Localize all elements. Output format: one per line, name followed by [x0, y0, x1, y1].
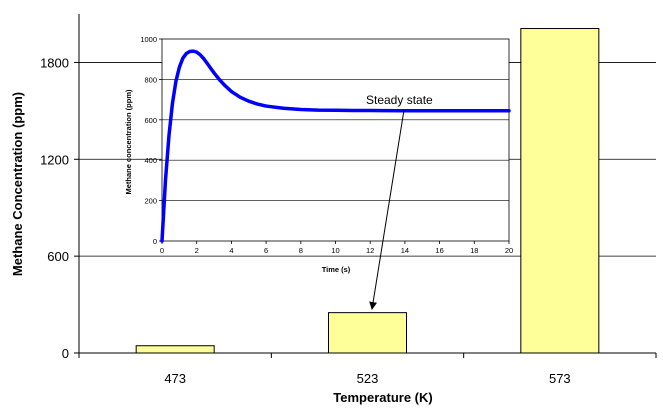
inset-y-tick-label: 0 — [153, 237, 157, 246]
inset-x-tick-label: 6 — [264, 246, 268, 255]
inset-y-tick-label: 800 — [144, 75, 157, 84]
x-tick-label: 523 — [357, 371, 379, 386]
inset-x-tick-label: 4 — [229, 246, 233, 255]
y-tick-label: 1800 — [40, 55, 69, 70]
inset-x-tick-labels: 0 2 4 6 8 10 12 14 16 18 20 — [160, 246, 513, 255]
inset-y-tick-labels: 0 200 400 600 800 1000 — [140, 35, 157, 246]
main-x-tick-labels: 473 523 573 — [164, 371, 570, 386]
inset-y-tick-label: 400 — [144, 156, 157, 165]
x-tick-label: 573 — [549, 371, 571, 386]
inset-x-tick-label: 18 — [470, 246, 478, 255]
inset-x-tick-label: 8 — [299, 246, 303, 255]
y-tick-label: 0 — [62, 346, 69, 361]
y-axis-title: Methane Concentration (ppm) — [10, 92, 25, 276]
y-tick-label: 600 — [47, 249, 69, 264]
inset-x-tick-label: 2 — [195, 246, 199, 255]
inset-chart: 0 200 400 600 800 1000 0 2 4 6 8 10 12 14 16 18 20 Time… — [124, 35, 513, 274]
bar-473 — [135, 345, 215, 354]
bar-573 — [520, 28, 600, 354]
main-axes — [74, 14, 657, 358]
inset-x-tick-label: 14 — [401, 246, 409, 255]
inset-x-axis-title: Time (s) — [322, 265, 351, 274]
inset-x-tick-label: 10 — [331, 246, 339, 255]
inset-y-tick-label: 1000 — [140, 35, 157, 44]
inset-x-tick-label: 12 — [366, 246, 374, 255]
y-tick-label: 1200 — [40, 152, 69, 167]
inset-y-tick-label: 600 — [144, 116, 157, 125]
x-axis-title: Temperature (K) — [333, 390, 432, 405]
inset-x-tick-label: 20 — [505, 246, 513, 255]
steady-state-annotation: Steady state — [366, 93, 433, 107]
annotation-arrow — [369, 109, 405, 310]
inset-plot-area — [161, 38, 510, 242]
main-bars — [135, 28, 600, 354]
inset-series-line — [160, 49, 511, 243]
inset-x-tick-label: 16 — [435, 246, 443, 255]
main-y-tick-labels: 0 600 1200 1800 — [40, 55, 69, 361]
inset-x-tick-label: 0 — [160, 246, 164, 255]
bar-523 — [328, 312, 407, 354]
inset-y-axis-title: Methane concentration (ppm) — [124, 89, 133, 195]
x-tick-label: 473 — [164, 371, 186, 386]
inset-y-tick-label: 200 — [144, 197, 157, 206]
